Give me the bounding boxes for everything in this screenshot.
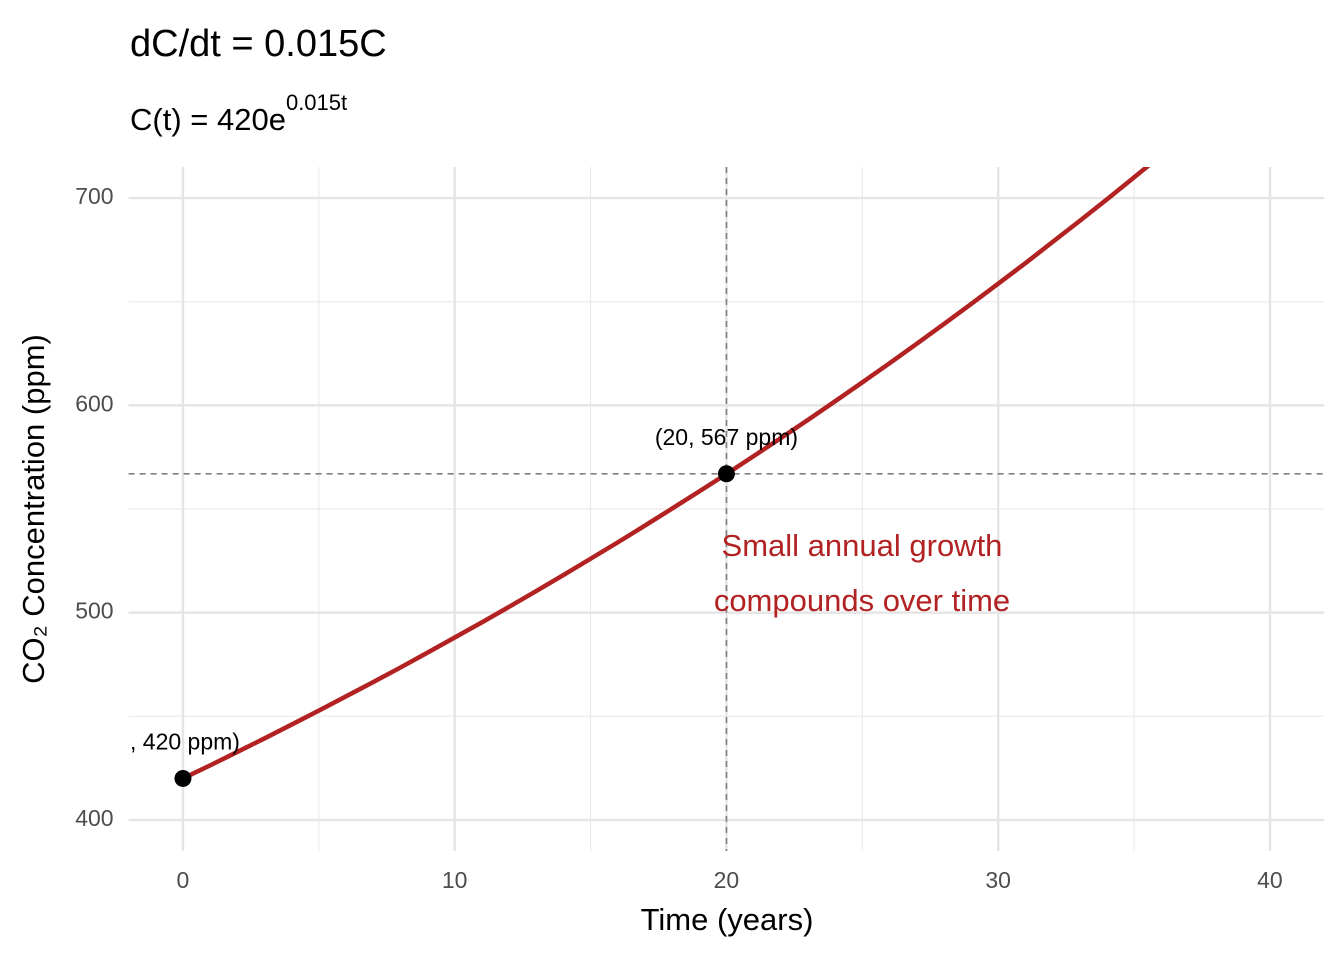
y-tick-label: 400	[75, 805, 113, 831]
subtitle-superscript: 0.015t	[286, 90, 347, 115]
x-tick-label: 30	[985, 867, 1011, 893]
x-axis-title: Time (years)	[641, 902, 814, 937]
data-point	[174, 769, 192, 787]
y-tick-label: 600	[75, 390, 113, 416]
y-tick-label: 700	[75, 183, 113, 209]
data-point	[717, 465, 735, 483]
x-tick-label: 40	[1257, 867, 1283, 893]
chart-subtitle: C(t) = 420e0.015t	[130, 90, 347, 137]
plot-panel	[128, 167, 1325, 851]
point-label: , 420 ppm)	[130, 729, 240, 755]
subtitle-text: C(t) = 420e	[130, 102, 286, 137]
x-tick-label: 0	[177, 867, 190, 893]
x-tick-label: 20	[714, 867, 740, 893]
x-tick-label: 10	[442, 867, 468, 893]
y-tick-label: 500	[75, 598, 113, 624]
annotation: compounds over time	[714, 583, 1010, 618]
annotation: Small annual growth	[722, 528, 1003, 563]
chart-title: dC/dt = 0.015C	[130, 23, 387, 65]
point-label: (20, 567 ppm)	[655, 424, 798, 450]
y-axis-title: CO₂ Concentration (ppm)	[16, 334, 51, 684]
